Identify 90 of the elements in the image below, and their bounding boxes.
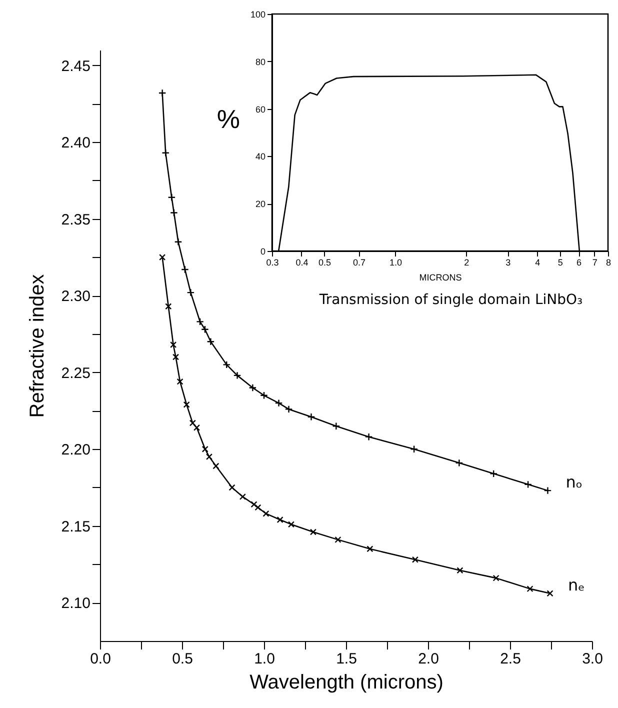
point: [262, 510, 270, 517]
x-tick-label: 7: [592, 258, 598, 268]
point: [202, 446, 208, 452]
point: [233, 371, 242, 380]
point: [206, 454, 213, 460]
x-tick-label: 1.5: [336, 650, 357, 668]
x-tick-label: 2.0: [418, 650, 439, 668]
point: [228, 484, 236, 491]
x-tick-label: 3.0: [582, 650, 603, 668]
x-axis-title: MICRONS: [419, 272, 462, 282]
point: [366, 546, 374, 552]
point: [174, 238, 182, 246]
point: [168, 193, 176, 202]
y-axis-title: %: [216, 104, 240, 134]
y-tick-label: 80: [255, 56, 266, 67]
point: [181, 266, 189, 274]
point: [524, 480, 532, 488]
point: [307, 412, 316, 421]
point: [189, 420, 196, 426]
point: [186, 288, 195, 296]
point: [212, 462, 220, 470]
x-tick-label: 1.0: [254, 650, 275, 668]
y-tick-label: 0: [260, 246, 266, 256]
point: [206, 338, 215, 346]
point: [276, 516, 284, 524]
x-tick-label: 0.5: [318, 258, 332, 268]
x-tick-label: 4: [535, 258, 540, 268]
point: [544, 486, 552, 495]
point: [222, 360, 231, 369]
point: [334, 536, 342, 543]
point: [248, 384, 257, 392]
point: [165, 303, 172, 310]
x-tick-label: 2.5: [500, 650, 521, 668]
point: [456, 567, 464, 574]
point: [158, 89, 166, 97]
point: [193, 424, 200, 431]
point: [310, 528, 316, 536]
y-tick-label: 2.15: [61, 518, 90, 536]
y-tick-label: 100: [250, 10, 266, 20]
point: [526, 586, 534, 592]
point: [254, 504, 262, 511]
point: [412, 556, 418, 563]
y-tick-label: 2.20: [61, 442, 90, 459]
point: [196, 318, 204, 326]
y-tick-label: 40: [255, 152, 266, 162]
point: [492, 574, 500, 582]
y-tick-label: 2.45: [61, 58, 90, 75]
x-tick-label: 8: [606, 258, 612, 268]
point: [183, 401, 190, 408]
y-tick-label: 60: [255, 104, 266, 114]
point: [274, 399, 283, 408]
point: [455, 458, 464, 467]
y-axis-title: Refractive index: [26, 274, 48, 418]
series-label: nₒ: [566, 472, 582, 492]
point: [239, 493, 246, 500]
y-tick-label: 2.35: [61, 211, 90, 228]
y-tick-label: 20: [255, 199, 266, 210]
point: [260, 391, 268, 400]
x-tick-label: 0.3: [266, 258, 279, 268]
x-tick-label: 0.0: [90, 650, 111, 668]
point: [170, 341, 177, 348]
y-tick-label: 2.10: [61, 595, 90, 612]
x-tick-label: 0.4: [296, 258, 308, 268]
point: [364, 432, 373, 441]
point: [250, 501, 258, 508]
point: [490, 470, 498, 478]
point: [170, 208, 178, 217]
point: [172, 354, 180, 360]
series-label: nₑ: [568, 575, 585, 594]
x-tick-label: 6: [576, 258, 582, 268]
x-tick-label: 1.0: [389, 258, 402, 268]
point: [176, 378, 184, 385]
point: [201, 325, 209, 334]
point: [284, 405, 293, 414]
point: [288, 521, 295, 528]
x-axis-title: Wavelength (microns): [250, 672, 444, 694]
y-tick-label: 2.25: [61, 364, 90, 382]
x-tick-label: 5: [558, 258, 563, 268]
point: [410, 445, 418, 454]
x-tick-label: 0.5: [172, 650, 193, 668]
point: [162, 148, 170, 157]
point: [159, 254, 166, 261]
x-tick-label: 0.7: [352, 258, 366, 268]
x-tick-label: 2: [464, 258, 470, 268]
x-tick-label: 3: [506, 258, 511, 268]
y-tick-label: 2.40: [61, 134, 90, 152]
point: [546, 590, 554, 597]
y-tick-label: 2.30: [61, 288, 90, 306]
point: [332, 422, 340, 430]
annotation: Transmission of single domain LiNbO₃: [318, 292, 583, 308]
